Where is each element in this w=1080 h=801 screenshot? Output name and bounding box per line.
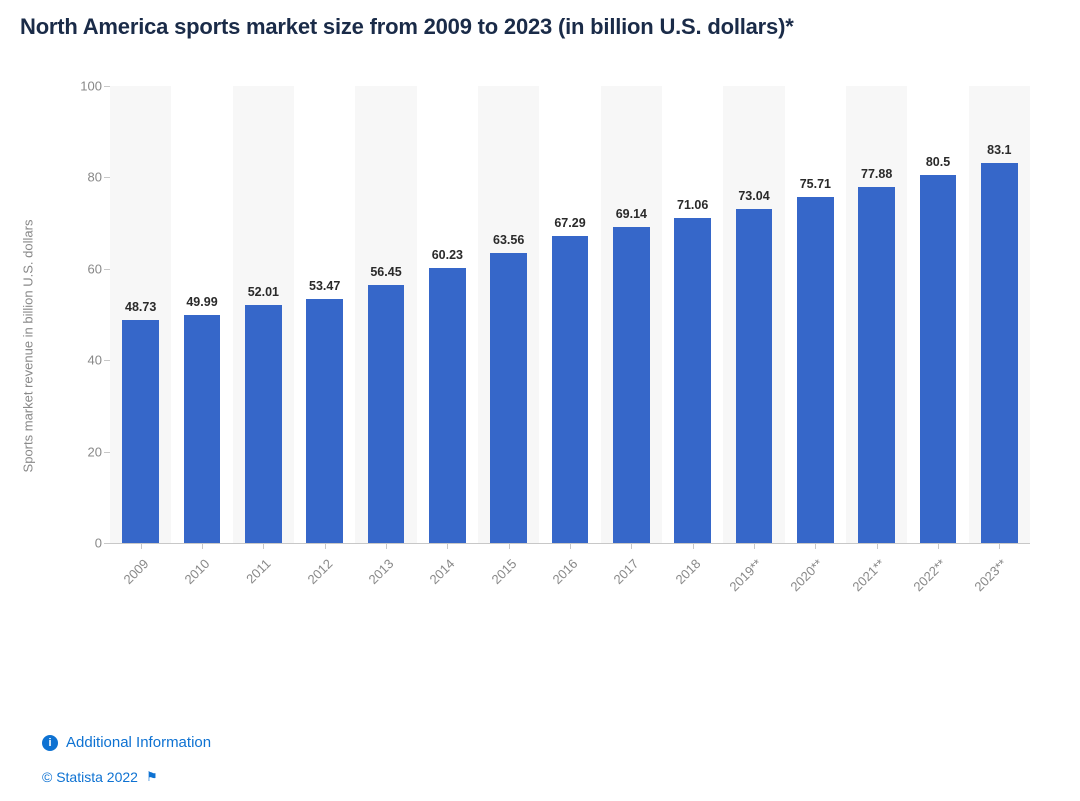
x-tick-label: 2019** [726, 556, 764, 594]
bar[interactable] [920, 175, 957, 543]
x-tick-label: 2015 [488, 556, 519, 587]
y-tick-mark [104, 177, 110, 178]
x-tick-label: 2022** [910, 556, 948, 594]
bar[interactable] [736, 209, 773, 543]
bar-value-label: 71.06 [677, 198, 708, 212]
bar[interactable] [981, 163, 1018, 543]
x-tick-label: 2016 [550, 556, 581, 587]
bar-value-label: 67.29 [554, 216, 585, 230]
bar-value-label: 75.71 [800, 177, 831, 191]
bar-value-label: 77.88 [861, 167, 892, 181]
plot-area: 48.73 49.99 52.01 53.47 56.45 60.23 63.56 67.29… [110, 86, 1030, 544]
bar[interactable] [429, 268, 466, 543]
x-tick-label: 2012 [304, 556, 335, 587]
y-tick-mark [104, 360, 110, 361]
y-tick-mark [104, 269, 110, 270]
y-tick-label: 20 [62, 444, 102, 459]
credit-row: © Statista 2022 ⚑ [42, 769, 1060, 785]
y-tick-mark [104, 452, 110, 453]
bar-value-label: 52.01 [248, 285, 279, 299]
x-tick-label: 2014 [427, 556, 458, 587]
info-icon: i [42, 735, 58, 751]
x-tick-label: 2023** [972, 556, 1010, 594]
bar-value-label: 83.1 [987, 143, 1011, 157]
bar[interactable] [490, 253, 527, 543]
bar[interactable] [184, 315, 221, 543]
y-tick-label: 60 [62, 261, 102, 276]
bars-layer: 48.73 49.99 52.01 53.47 56.45 60.23 63.56 67.29… [110, 86, 1030, 543]
y-tick-label: 40 [62, 353, 102, 368]
bar[interactable] [674, 218, 711, 543]
x-tick-label: 2018 [672, 556, 703, 587]
bar-value-label: 56.45 [370, 265, 401, 279]
bar-value-label: 73.04 [738, 189, 769, 203]
bar[interactable] [797, 197, 834, 543]
bar-value-label: 63.56 [493, 233, 524, 247]
bar[interactable] [613, 227, 650, 543]
x-tick-label: 2020** [788, 556, 826, 594]
bar-value-label: 49.99 [186, 295, 217, 309]
bar[interactable] [122, 320, 159, 543]
y-tick-mark [104, 86, 110, 87]
y-tick-mark [104, 543, 110, 544]
bar[interactable] [552, 236, 589, 544]
bar[interactable] [368, 285, 405, 543]
bar-value-label: 60.23 [432, 248, 463, 262]
y-tick-label: 0 [62, 536, 102, 551]
chart: Sports market revenue in billion U.S. do… [40, 66, 1040, 626]
y-tick-label: 100 [62, 79, 102, 94]
x-tick-label: 2009 [120, 556, 151, 587]
x-tick-label: 2017 [611, 556, 642, 587]
additional-information-link[interactable]: i Additional Information [42, 734, 1060, 751]
x-axis-labels: 2009 2010 2011 2012 2013 2014 2015 2016 2017 2018… [110, 548, 1030, 626]
additional-information-label: Additional Information [66, 734, 211, 751]
x-tick-label: 2011 [244, 556, 274, 586]
y-tick-label: 80 [62, 170, 102, 185]
y-axis-label: Sports market revenue in billion U.S. do… [21, 220, 36, 473]
x-tick-label: 2010 [182, 556, 213, 587]
bar[interactable] [858, 187, 895, 543]
credit-text: © Statista 2022 [42, 769, 138, 785]
bar-value-label: 80.5 [926, 155, 950, 169]
x-tick-label: 2021** [849, 556, 887, 594]
bar-value-label: 69.14 [616, 207, 647, 221]
bar-value-label: 48.73 [125, 300, 156, 314]
x-tick-label: 2013 [366, 556, 397, 587]
bar[interactable] [306, 299, 343, 543]
flag-icon[interactable]: ⚑ [146, 769, 158, 785]
bar[interactable] [245, 305, 282, 543]
chart-title: North America sports market size from 20… [20, 14, 1060, 40]
bar-value-label: 53.47 [309, 279, 340, 293]
